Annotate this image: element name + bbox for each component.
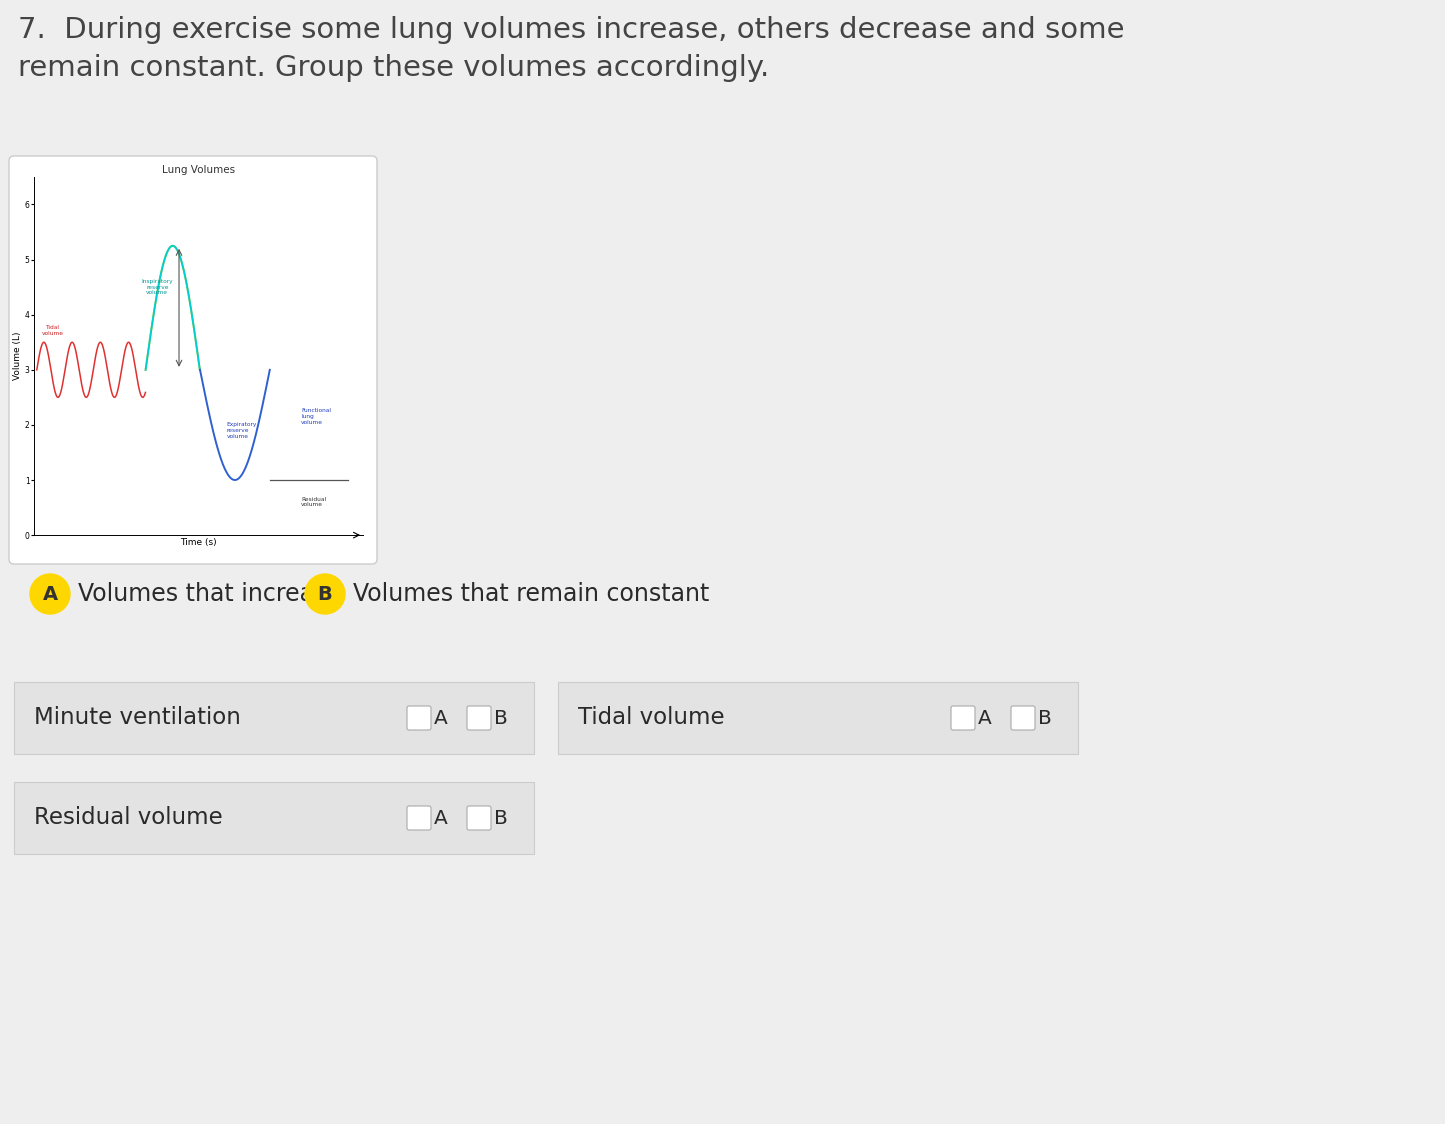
Text: Tidal volume: Tidal volume — [578, 707, 724, 729]
Text: Inspiratory
reserve
volume: Inspiratory reserve volume — [142, 279, 173, 296]
Circle shape — [305, 574, 345, 614]
Text: B: B — [318, 584, 332, 604]
Text: Volumes that remain constant: Volumes that remain constant — [353, 582, 709, 606]
Text: Functional
lung
volume: Functional lung volume — [301, 408, 331, 425]
Title: Lung Volumes: Lung Volumes — [162, 165, 236, 174]
FancyBboxPatch shape — [1011, 706, 1035, 729]
Text: A: A — [42, 584, 58, 604]
Text: A: A — [434, 808, 448, 827]
Text: Expiratory
reserve
volume: Expiratory reserve volume — [227, 423, 257, 438]
Text: Residual
volume: Residual volume — [301, 497, 327, 507]
Text: Tidal
volume: Tidal volume — [42, 325, 64, 336]
Text: B: B — [494, 808, 507, 827]
X-axis label: Time (s): Time (s) — [181, 538, 217, 547]
Text: Volumes that increase: Volumes that increase — [78, 582, 341, 606]
Circle shape — [30, 574, 69, 614]
Y-axis label: Volume (L): Volume (L) — [13, 332, 22, 380]
Text: B: B — [494, 708, 507, 727]
FancyBboxPatch shape — [467, 806, 491, 830]
FancyBboxPatch shape — [407, 706, 431, 729]
FancyBboxPatch shape — [14, 682, 535, 754]
Text: A: A — [978, 708, 991, 727]
FancyBboxPatch shape — [407, 806, 431, 830]
Text: Minute ventilation: Minute ventilation — [35, 707, 241, 729]
FancyBboxPatch shape — [951, 706, 975, 729]
Text: 7.  During exercise some lung volumes increase, others decrease and some
remain : 7. During exercise some lung volumes inc… — [17, 16, 1124, 82]
FancyBboxPatch shape — [14, 782, 535, 854]
Text: A: A — [434, 708, 448, 727]
Text: B: B — [1038, 708, 1052, 727]
FancyBboxPatch shape — [558, 682, 1078, 754]
FancyBboxPatch shape — [9, 156, 377, 564]
Text: Residual volume: Residual volume — [35, 807, 223, 830]
FancyBboxPatch shape — [467, 706, 491, 729]
